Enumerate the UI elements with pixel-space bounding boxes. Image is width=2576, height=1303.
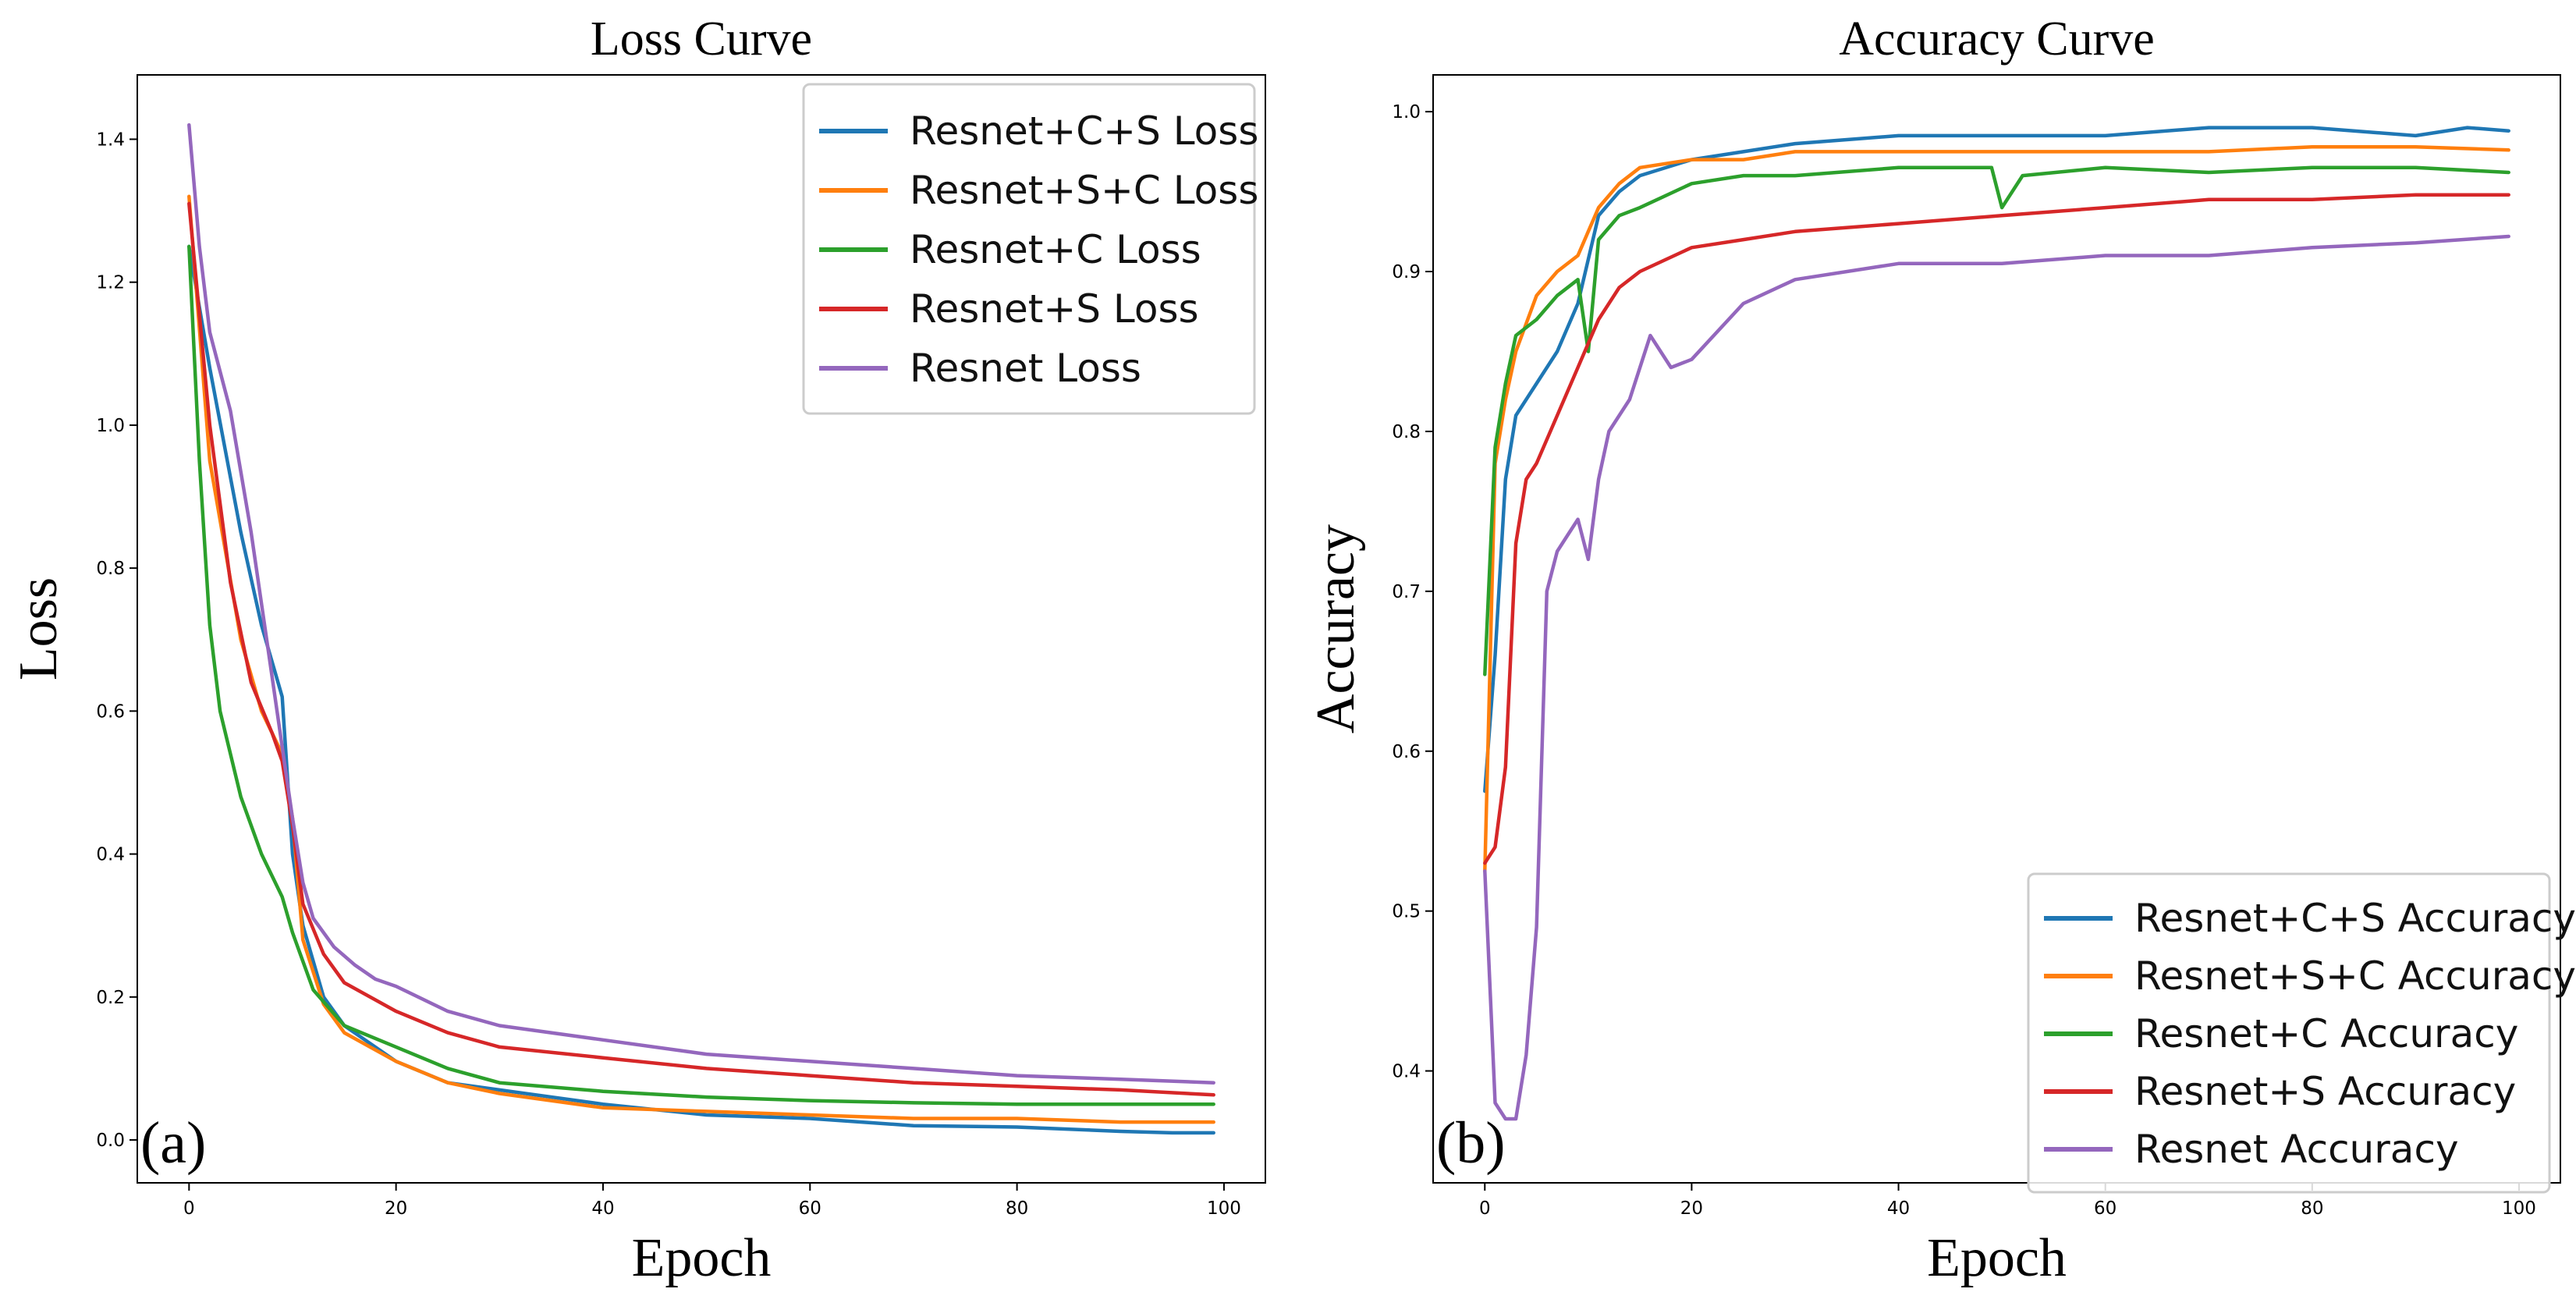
x-tick-label: 100	[1207, 1198, 1241, 1219]
legend-label: Resnet+C+S Loss	[910, 108, 1258, 154]
x-tick-label: 40	[591, 1198, 614, 1219]
panel-label: (b)	[1436, 1110, 1506, 1176]
series-line-resnet-c-loss	[187, 244, 1215, 1106]
y-tick-label: 0.8	[96, 559, 125, 579]
y-tick-label: 0.9	[1392, 262, 1421, 282]
legend-label: Resnet Loss	[910, 346, 1141, 391]
x-tick-label: 60	[799, 1198, 821, 1219]
y-tick-label: 1.0	[96, 416, 125, 436]
series-line-resnet-accuracy	[1483, 234, 2510, 1121]
legend-box	[2027, 872, 2551, 1194]
legend-label: Resnet+C Accuracy	[2134, 1011, 2518, 1056]
series-line-resnet-loss	[187, 122, 1215, 1085]
series-line-resnet-c-s-accuracy	[1483, 126, 2510, 794]
legend-box	[802, 83, 1256, 415]
legend: Resnet+C+S Accuracy Resnet+S+C Accuracy Re…	[2027, 872, 2576, 1194]
x-tick-label: 80	[1006, 1198, 1028, 1219]
legend-label: Resnet+S+C Accuracy	[2134, 953, 2576, 999]
x-axis-label: Epoch	[632, 1228, 772, 1288]
legend-label: Resnet+S Loss	[910, 286, 1199, 332]
chart-panel-a: Loss Curve 0 20 40 60 80 100 0.0 0.2 0.4 0.6 0.8 1.0…	[9, 12, 1266, 1288]
series-group	[1483, 126, 2510, 1121]
y-tick-label: 0.6	[96, 701, 125, 722]
series-line-resnet-s-c-accuracy	[1483, 144, 2510, 873]
x-axis-label: Epoch	[1927, 1228, 2067, 1288]
legend-label: Resnet+S Accuracy	[2134, 1069, 2516, 1114]
chart-title: Loss Curve	[591, 12, 812, 66]
y-tick-label: 0.0	[96, 1131, 125, 1151]
legend-label: Resnet Accuracy	[2134, 1127, 2459, 1172]
panel-label: (a)	[140, 1110, 206, 1176]
x-tick-label: 20	[1680, 1198, 1703, 1219]
x-tick-label: 100	[2502, 1198, 2536, 1219]
legend: Resnet+C+S Loss Resnet+S+C Loss Resnet+C L…	[802, 83, 1258, 415]
series-line-resnet-s-accuracy	[1483, 193, 2510, 865]
chart-title: Accuracy Curve	[1839, 12, 2155, 66]
y-tick-label: 1.0	[1392, 102, 1421, 122]
y-tick-label: 0.4	[1392, 1062, 1421, 1082]
y-tick-label: 1.2	[96, 273, 125, 293]
y-tick-label: 0.5	[1392, 902, 1421, 922]
legend-label: Resnet+S+C Loss	[910, 168, 1258, 213]
x-tick-label: 20	[385, 1198, 407, 1219]
plot-frame	[1432, 74, 2561, 1184]
legend-label: Resnet+C+S Accuracy	[2134, 896, 2576, 941]
x-tick-label: 40	[1887, 1198, 1910, 1219]
y-tick-label: 0.7	[1392, 582, 1421, 602]
chart-panel-b: Accuracy Curve 0 20 40 60 80 100 0.4 0.5 0.6 0.7 0.…	[1306, 12, 2576, 1288]
y-tick-label: 0.6	[1392, 742, 1421, 762]
y-tick-label: 0.4	[96, 845, 125, 865]
legend-label: Resnet+C Loss	[910, 227, 1201, 272]
x-tick-label: 60	[2094, 1198, 2117, 1219]
y-tick-label: 0.8	[1392, 422, 1421, 442]
y-tick-label: 0.2	[96, 988, 125, 1008]
plot-frame	[137, 74, 1266, 1184]
y-tick-label: 1.4	[96, 130, 125, 150]
x-tick-label: 0	[183, 1198, 195, 1219]
y-axis-label: Accuracy	[1306, 524, 1366, 733]
x-tick-label: 80	[2301, 1198, 2323, 1219]
x-tick-label: 0	[1479, 1198, 1491, 1219]
series-group	[187, 122, 1215, 1135]
series-line-resnet-c-accuracy	[1483, 165, 2510, 676]
series-line-resnet-s-loss	[187, 201, 1215, 1097]
y-axis-label: Loss	[9, 577, 69, 680]
